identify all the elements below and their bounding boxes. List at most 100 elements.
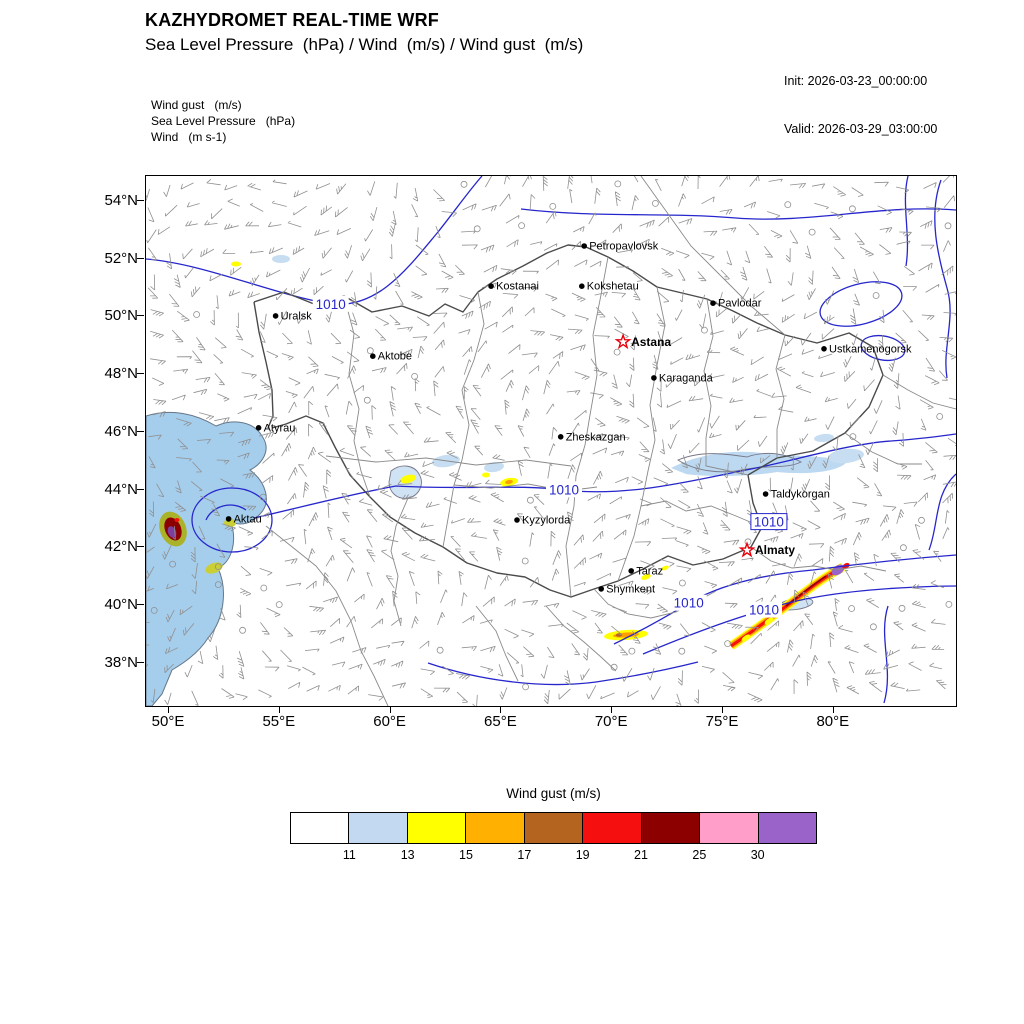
lat-tick-label: 48°N: [104, 365, 138, 383]
city-label: Kyzylorda: [522, 515, 571, 527]
pressure-label: 1010: [754, 515, 784, 530]
lat-tick-mark: [137, 315, 144, 317]
gust-spot: [484, 461, 504, 473]
station-circle: [526, 496, 534, 504]
station-circle: [549, 202, 557, 210]
station-circle: [744, 538, 752, 546]
colorbar-cell: [758, 813, 816, 843]
city-marker: [710, 300, 716, 306]
station-circle: [169, 560, 177, 568]
city-label: Aktau: [234, 513, 262, 525]
colorbar-cell: [349, 813, 408, 843]
station-circle: [521, 557, 529, 565]
lon-tick-label: 60°E: [373, 713, 406, 730]
colorbar-cell: [700, 813, 759, 843]
pressure-label-layer: 1010 1010 1010 1010 1010: [312, 295, 788, 618]
colorbar-cell: [583, 813, 642, 843]
lon-tick-label: 70°E: [594, 713, 628, 730]
station-circle: [872, 292, 880, 299]
colorbar-tick-value: 11: [342, 848, 356, 862]
lon-tick-mark: [389, 706, 391, 713]
city-label: Karaganda: [659, 372, 714, 384]
city-marker: [579, 283, 585, 289]
station-circle: [628, 647, 636, 655]
city-label: Zheskazgan: [566, 431, 626, 443]
colorbar-cell: [524, 813, 584, 843]
lat-tick-label: 50°N: [104, 307, 138, 325]
gust-spot: [400, 474, 416, 484]
colorbar-tick-value: 15: [459, 848, 473, 862]
city-label: Aktobe: [378, 351, 412, 363]
colorbar-cell: [641, 813, 701, 843]
station-circle: [214, 581, 222, 589]
colorbar-tick-value: 25: [692, 848, 707, 862]
lat-tick-mark: [137, 257, 144, 259]
city-label: Taldykorgan: [771, 489, 830, 501]
lon-tick-label: 65°E: [484, 713, 517, 730]
station-circle: [651, 199, 659, 207]
pressure-label: 1010: [316, 297, 346, 312]
init-time: Init: 2026-03-23_00:00:00: [784, 74, 928, 88]
city-marker: [762, 491, 769, 497]
colorbar-tick-value: 30: [750, 848, 765, 862]
gust-spot: [814, 433, 834, 443]
lon-tick-label: 75°E: [705, 713, 739, 730]
station-circle: [849, 205, 856, 213]
station-circle: [918, 516, 925, 524]
city-marker: [598, 586, 604, 592]
station-circle: [613, 348, 621, 356]
station-circle: [900, 544, 907, 552]
city-label: Petropavlovsk: [589, 241, 659, 253]
station-circle: [870, 623, 877, 631]
lon-tick-label: 55°E: [262, 713, 296, 730]
station-circle: [259, 493, 267, 501]
caspian-gust-core: [167, 526, 177, 538]
station-circle: [239, 626, 246, 634]
pressure-label-bg: [750, 513, 788, 531]
pressure-label-bg: [312, 295, 349, 312]
city-layer: Petropavlovsk Kostanai Kokshetau Pavlodar Ur…: [225, 241, 912, 595]
wind-barbs: [146, 176, 956, 706]
colorbar-tick-value: 17: [517, 848, 532, 862]
station-circle: [724, 640, 731, 648]
station-circle: [436, 646, 444, 654]
colorbar-cell: [466, 813, 525, 843]
legend-line: Wind gust (m/s): [151, 98, 242, 112]
city-marker: [651, 375, 657, 381]
map-variable-legend: Wind gust (m/s) Sea Level Pressure (hPa) W…: [151, 97, 295, 145]
station-circle: [784, 201, 792, 209]
station-circle: [518, 222, 526, 229]
city-marker: [370, 353, 376, 359]
wind-barbs-layer: [146, 176, 956, 706]
gust-spot: [482, 472, 490, 478]
lon-tick-mark: [722, 706, 723, 713]
city-marker: [225, 516, 232, 522]
pressure-label-bg: [546, 481, 582, 498]
station-circle: [411, 372, 419, 380]
caspian-gust-area: [146, 411, 267, 706]
legend-line: Sea Level Pressure (hPa): [151, 114, 296, 128]
lat-tick-label: 40°N: [104, 595, 138, 613]
station-circle: [701, 326, 708, 334]
olive-spot: [205, 562, 223, 574]
city-marker: [488, 283, 494, 289]
colorbar-tick-value: 21: [634, 848, 648, 862]
map-frame: 1010 1010 1010 1010 1010 Petropavlovsk Kostan…: [145, 175, 957, 707]
legend-line: Wind (m s-1): [151, 130, 227, 144]
station-circle: [363, 396, 371, 404]
map-plot: 1010 1010 1010 1010 1010 Petropavlovsk Kostan…: [146, 176, 956, 706]
neighbor-borders: [265, 176, 956, 706]
colorbar-title: Wind gust (m/s): [506, 786, 601, 801]
pressure-label-bg: [670, 594, 707, 611]
tianshan-gust-streak: [728, 562, 850, 650]
city-marker: [272, 313, 279, 319]
station-circle: [848, 605, 855, 612]
wind-gust-colorbar: [290, 812, 817, 844]
lat-tick-label: 42°N: [104, 538, 138, 556]
lon-tick-mark: [168, 706, 169, 713]
station-circle: [849, 433, 857, 441]
lake-balkhash: [677, 452, 802, 473]
station-circle: [460, 180, 468, 188]
lat-tick-mark: [137, 661, 144, 663]
city-label: Taraz: [636, 565, 663, 577]
